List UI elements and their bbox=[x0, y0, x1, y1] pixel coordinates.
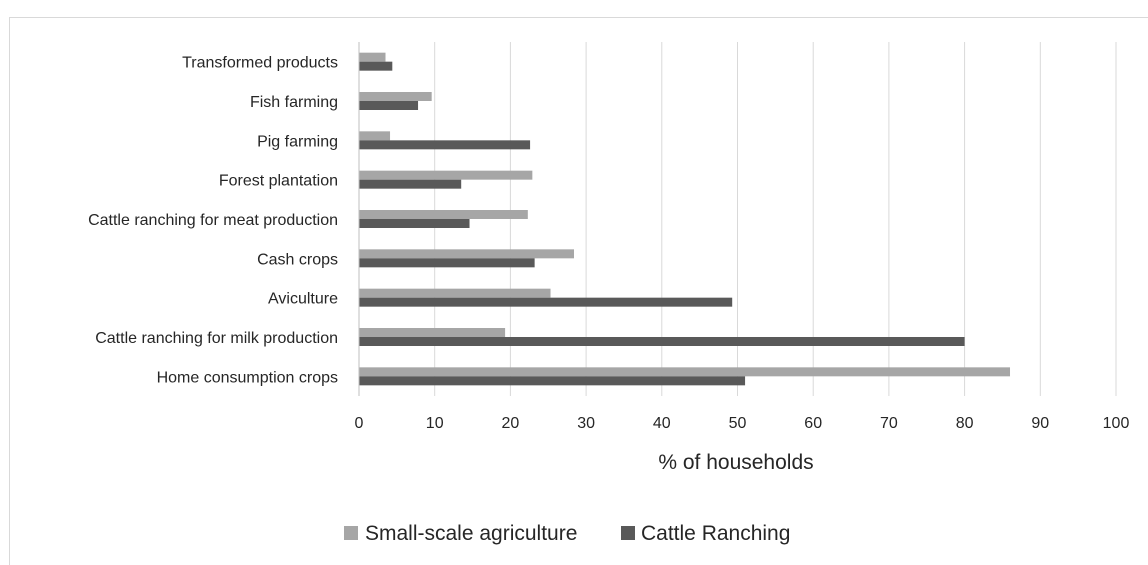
category-labels: Home consumption crops Cattle ranching fo… bbox=[88, 55, 338, 387]
bar-cattle-ranching bbox=[359, 140, 531, 150]
category-label: Fish farming bbox=[250, 94, 338, 111]
legend-swatch bbox=[621, 526, 635, 540]
bar-cattle-ranching bbox=[359, 337, 965, 346]
bar-cattle-ranching bbox=[359, 61, 393, 71]
legend-label: Cattle Ranching bbox=[641, 522, 790, 545]
legend-swatch bbox=[344, 526, 358, 540]
x-tick-label: 70 bbox=[880, 415, 898, 432]
bar-small-scale-agriculture bbox=[359, 92, 432, 101]
bar-small-scale-agriculture bbox=[359, 288, 551, 298]
bar-cattle-ranching bbox=[359, 101, 419, 110]
legend-label: Small-scale agriculture bbox=[365, 522, 577, 545]
bar-small-scale-agriculture bbox=[359, 52, 386, 62]
category-label: Transformed products bbox=[182, 55, 338, 72]
x-tick-label: 0 bbox=[355, 415, 364, 432]
bars bbox=[359, 52, 1011, 386]
bar-cattle-ranching bbox=[359, 219, 470, 228]
x-tick-label: 60 bbox=[804, 415, 822, 432]
x-tick-label: 50 bbox=[729, 415, 747, 432]
category-label: Forest plantation bbox=[219, 173, 338, 190]
category-label: Cattle ranching for meat production bbox=[88, 212, 338, 229]
category-label: Cattle ranching for milk production bbox=[95, 330, 338, 347]
bar-small-scale-agriculture bbox=[359, 131, 391, 141]
x-tick-labels: 0 10 20 30 40 50 60 70 80 90 100 bbox=[355, 415, 1130, 432]
x-tick-label: 20 bbox=[502, 415, 520, 432]
bar-small-scale-agriculture bbox=[359, 210, 528, 219]
bar-cattle-ranching bbox=[359, 376, 746, 386]
category-label: Aviculture bbox=[268, 291, 338, 308]
category-label: Cash crops bbox=[257, 251, 338, 268]
bar-small-scale-agriculture bbox=[359, 170, 533, 180]
bar-cattle-ranching bbox=[359, 258, 535, 268]
bar-small-scale-agriculture bbox=[359, 328, 506, 337]
category-label: Pig farming bbox=[257, 133, 338, 150]
x-tick-label: 10 bbox=[426, 415, 444, 432]
category-label: Home consumption crops bbox=[157, 369, 338, 386]
legend: Small-scale agriculture Cattle Ranching bbox=[344, 522, 790, 545]
bar-small-scale-agriculture bbox=[359, 249, 574, 259]
x-tick-label: 80 bbox=[956, 415, 974, 432]
bar-cattle-ranching bbox=[359, 179, 462, 189]
x-tick-label: 90 bbox=[1031, 415, 1049, 432]
bar-small-scale-agriculture bbox=[359, 367, 1011, 377]
x-tick-label: 40 bbox=[653, 415, 671, 432]
bar-cattle-ranching bbox=[359, 297, 733, 307]
x-axis-title: % of households bbox=[658, 451, 813, 474]
x-tick-label: 30 bbox=[577, 415, 595, 432]
x-tick-label: 100 bbox=[1103, 415, 1130, 432]
chart-frame bbox=[9, 17, 1148, 565]
